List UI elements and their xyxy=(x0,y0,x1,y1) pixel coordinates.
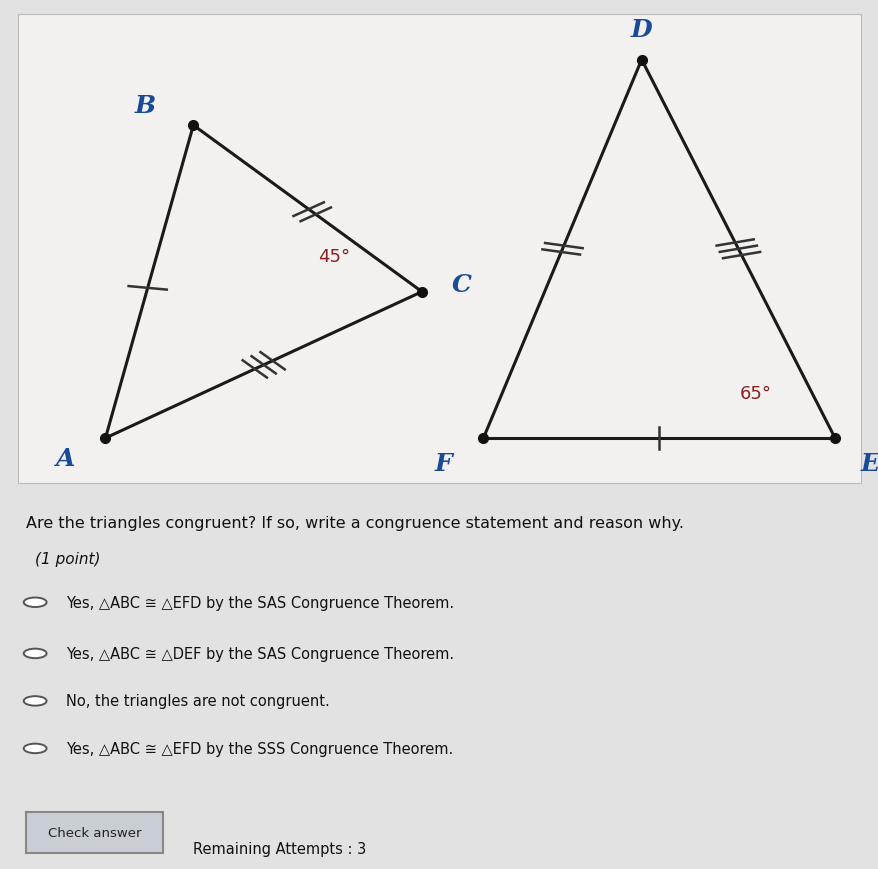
Text: F: F xyxy=(435,452,452,475)
Text: D: D xyxy=(630,18,651,43)
Text: Yes, △ABC ≅ △EFD by the SAS Congruence Theorem.: Yes, △ABC ≅ △EFD by the SAS Congruence T… xyxy=(66,595,454,610)
Text: 65°: 65° xyxy=(739,384,771,402)
Circle shape xyxy=(24,598,47,607)
Text: No, the triangles are not congruent.: No, the triangles are not congruent. xyxy=(66,693,329,708)
Circle shape xyxy=(24,744,47,753)
Circle shape xyxy=(24,649,47,659)
Text: Are the triangles congruent? If so, write a congruence statement and reason why.: Are the triangles congruent? If so, writ… xyxy=(26,515,684,530)
Text: Remaining Attempts : 3: Remaining Attempts : 3 xyxy=(193,841,366,857)
Text: Check answer: Check answer xyxy=(47,826,141,839)
Text: A: A xyxy=(56,447,76,471)
FancyBboxPatch shape xyxy=(19,810,169,855)
FancyBboxPatch shape xyxy=(18,15,860,484)
Text: B: B xyxy=(134,94,155,118)
Text: Yes, △ABC ≅ △DEF by the SAS Congruence Theorem.: Yes, △ABC ≅ △DEF by the SAS Congruence T… xyxy=(66,647,454,661)
Text: Yes, △ABC ≅ △EFD by the SSS Congruence Theorem.: Yes, △ABC ≅ △EFD by the SSS Congruence T… xyxy=(66,741,453,756)
Text: E: E xyxy=(860,452,878,475)
Circle shape xyxy=(24,696,47,706)
Text: 45°: 45° xyxy=(318,248,349,266)
Text: C: C xyxy=(451,273,471,296)
Text: (1 point): (1 point) xyxy=(35,552,101,567)
